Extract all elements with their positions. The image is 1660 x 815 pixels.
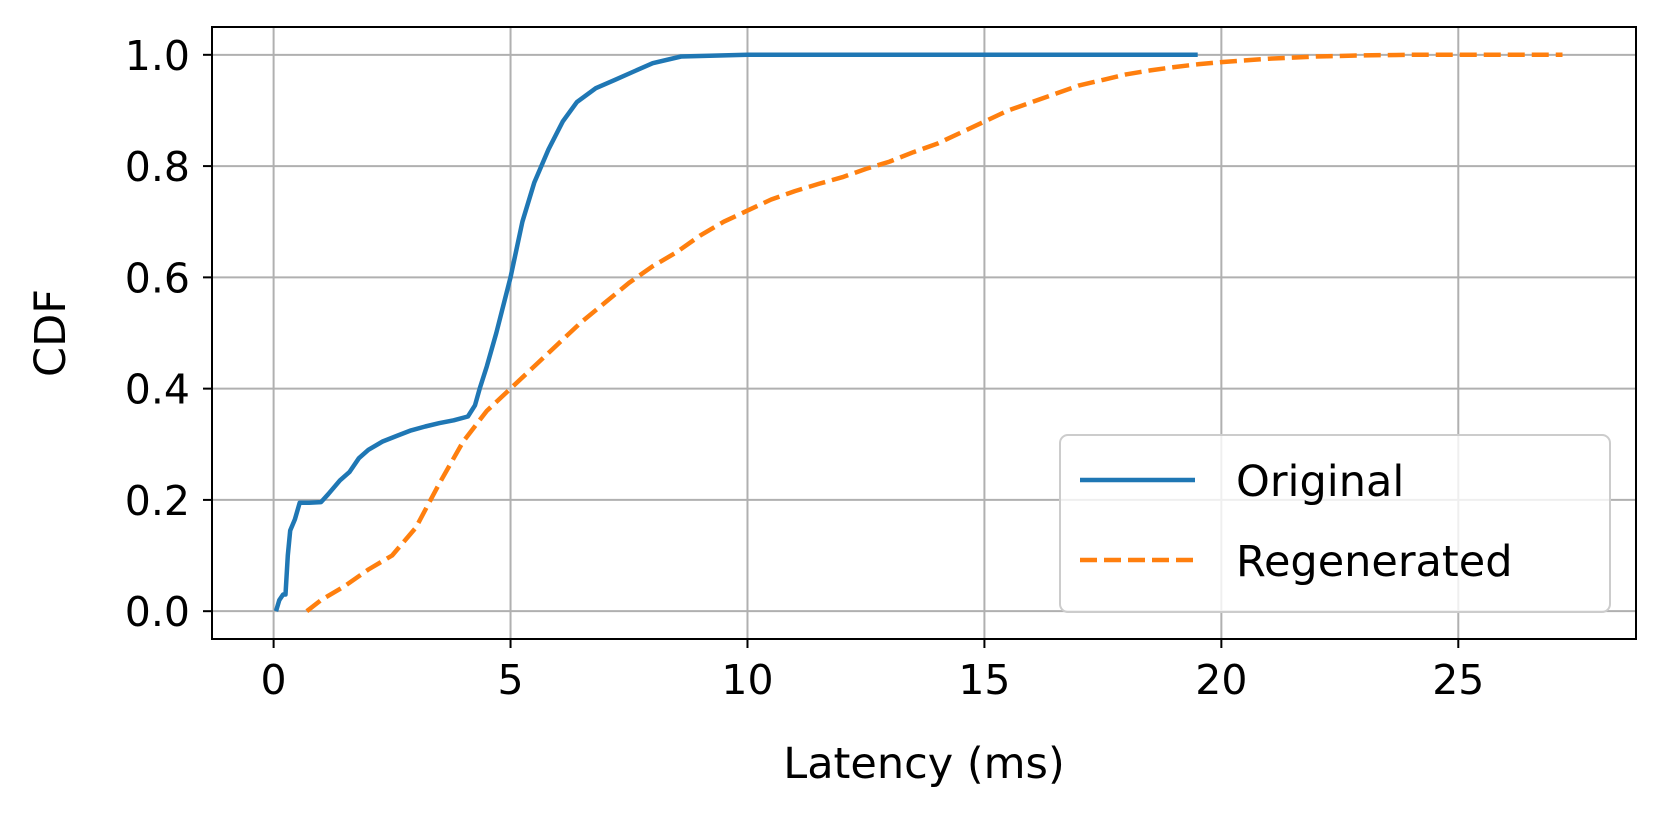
y-tick-label: 0.8: [125, 143, 190, 191]
y-tick-label: 0.2: [125, 477, 190, 525]
series-layer: [273, 52, 1563, 613]
plot-frame: [211, 26, 1637, 640]
series-line-original: [273, 52, 1198, 612]
x-tick-label: 10: [721, 656, 773, 704]
x-tick-label: 25: [1432, 656, 1484, 704]
y-tick-label: 0.0: [125, 588, 190, 636]
legend-label-regenerated: Regenerated: [1236, 537, 1513, 587]
tick-layer: 0 5 10 15 20 25 0.0 0.2 0.4 0.6 0.8 1.0: [125, 32, 1485, 704]
legend: Original Regenerated: [1059, 434, 1611, 613]
x-axis-label: Latency (ms): [783, 739, 1064, 789]
x-tick-label: 5: [497, 656, 523, 704]
y-tick-label: 1.0: [125, 32, 190, 80]
x-tick-label: 20: [1195, 656, 1247, 704]
x-tick-label: 0: [261, 656, 287, 704]
grid-lines: [212, 27, 1636, 639]
legend-box: [1059, 434, 1611, 613]
x-tick-label: 15: [958, 656, 1010, 704]
y-tick-label: 0.6: [125, 254, 190, 302]
series-line-regenerated: [305, 52, 1563, 613]
legend-label-original: Original: [1236, 457, 1404, 507]
y-axis-label: CDF: [26, 289, 76, 377]
y-tick-label: 0.4: [125, 366, 190, 414]
